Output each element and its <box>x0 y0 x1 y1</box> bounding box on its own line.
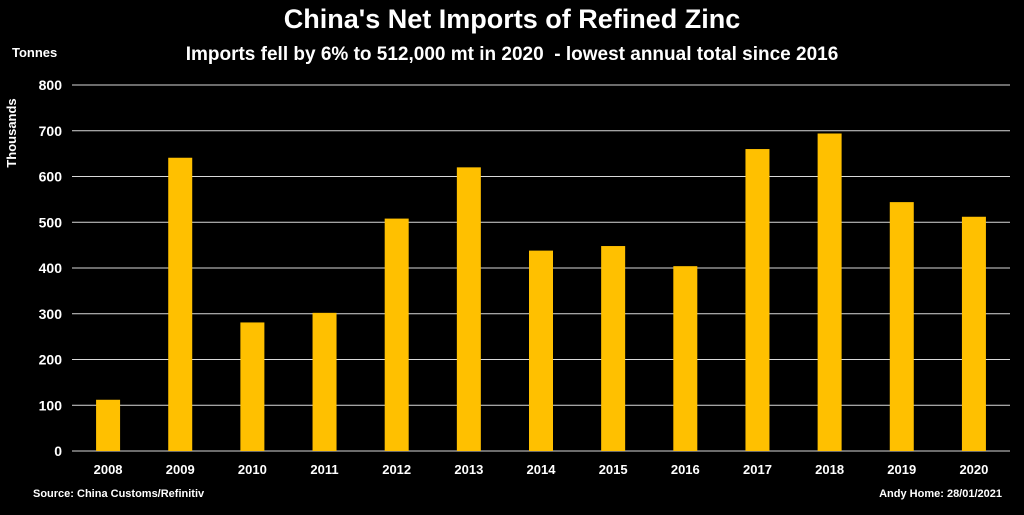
x-tick-label: 2014 <box>527 462 557 477</box>
bar-2009 <box>168 157 193 451</box>
bar-2018 <box>817 133 842 451</box>
bar-2015 <box>601 246 626 451</box>
bar-2011 <box>312 312 337 451</box>
x-tick-label: 2013 <box>454 462 483 477</box>
bars <box>96 133 986 452</box>
chart-title: China's Net Imports of Refined Zinc <box>283 4 741 34</box>
y-tick-label: 600 <box>39 169 63 185</box>
x-tick-label: 2015 <box>599 462 628 477</box>
chart-subtitle: Imports fell by 6% to 512,000 mt in 2020… <box>185 44 839 65</box>
y-tick-label: 400 <box>39 260 63 276</box>
x-tick-label: 2011 <box>310 462 338 477</box>
x-tick-label: 2009 <box>166 462 195 477</box>
bar-2010 <box>240 322 265 451</box>
bar-2008 <box>96 399 121 451</box>
bar-2017 <box>745 149 770 452</box>
y-tick-label: 200 <box>39 352 63 368</box>
credit-note: Andy Home: 28/01/2021 <box>879 488 1002 500</box>
unit-label: Tonnes <box>12 45 58 60</box>
bar-2016 <box>673 266 698 451</box>
y-tick-label: 100 <box>39 397 63 413</box>
bar-2012 <box>384 218 409 451</box>
x-tick-label: 2010 <box>238 462 267 477</box>
source-note: Source: China Customs/Refinitiv <box>33 488 205 500</box>
bar-2019 <box>889 202 914 451</box>
x-tick-label: 2019 <box>887 462 916 477</box>
y-tick-label: 500 <box>39 214 63 230</box>
y-tick-label: 0 <box>54 443 62 459</box>
bar-2013 <box>456 167 481 451</box>
bar-2014 <box>529 250 553 451</box>
y-tick-label: 700 <box>39 123 63 139</box>
x-tick-label: 2018 <box>815 462 844 477</box>
y-tick-label: 800 <box>39 77 63 93</box>
y-tick-label: 300 <box>39 306 63 322</box>
x-tick-label: 2008 <box>94 462 123 477</box>
y-tick-labels: 0 100 200 300 400 500 600 700 800 <box>39 77 63 459</box>
x-tick-label: 2016 <box>671 462 700 477</box>
x-tick-label: 2017 <box>743 462 772 477</box>
x-tick-label: 2012 <box>382 462 411 477</box>
bar-2020 <box>961 216 986 451</box>
x-tick-label: 2020 <box>959 462 988 477</box>
x-tick-labels: 2008 2009 2010 2011 2012 2013 2014 2015 2016 2017… <box>94 462 989 477</box>
